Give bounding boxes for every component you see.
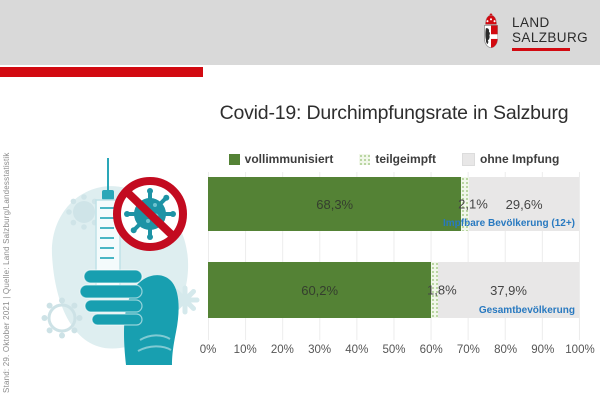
x-tick-label: 50%: [382, 344, 406, 356]
logo-text-line1: LAND: [512, 15, 550, 30]
x-tick-label: 100%: [565, 344, 595, 356]
segment-teilgeimpft: [461, 177, 470, 231]
x-tick-label: 20%: [270, 344, 294, 356]
segment-ohne-impfung: 2,1% 29,6% Impfbare Bevölkerung (12+): [443, 177, 579, 231]
legend-swatch-ohne-impfung-icon: [462, 152, 476, 166]
segment-teilgeimpft: [431, 262, 438, 318]
legend-label: vollimmunisiert: [244, 152, 334, 166]
x-tick-label: 90%: [531, 344, 555, 356]
x-tick-label: 0%: [199, 344, 217, 356]
category-label: Gesamtbevölkerung: [478, 305, 575, 316]
red-accent-bar: [0, 67, 203, 77]
segment-vollimmunisiert: 68,3%: [208, 177, 462, 231]
value-label-ohne-impfung: 29,6%: [505, 196, 543, 212]
x-tick-label: 80%: [494, 344, 518, 356]
logo-text-line2: SALZBURG: [512, 30, 588, 45]
land-salzburg-logo: LAND SALZBURG: [477, 11, 588, 51]
x-tick-label: 10%: [233, 344, 257, 356]
legend-swatch-teilgeimpft-icon: [359, 153, 371, 165]
legend-label: ohne Impfung: [480, 152, 560, 166]
legend-label: teilgeimpft: [375, 152, 437, 166]
plot-area: 68,3% 2,1% 29,6% Impfbare Bevölkerung (1…: [208, 172, 580, 340]
x-tick-label: 30%: [308, 344, 332, 356]
legend-item-ohne-impfung: ohne Impfung: [462, 152, 559, 166]
source-note: Stand: 29. Oktober 2021 | Quelle: Land S…: [2, 152, 11, 393]
bar-gesamtbevoelkerung: 60,2% 1,8% 37,9% Gesamtbevölkerung: [208, 262, 579, 318]
x-tick-label: 70%: [456, 344, 480, 356]
header-band: [0, 0, 600, 65]
legend-item-teilgeimpft: teilgeimpft: [359, 152, 436, 166]
value-label-ohne-impfung: 37,9%: [490, 282, 527, 298]
outline-virus-icon: [41, 297, 83, 339]
vaccination-chart: Covid-19: Durchimpfungsrate in Salzburg …: [200, 100, 595, 360]
value-label-teilgeimpft: 1,8%: [427, 282, 457, 298]
value-label-vollimmunisiert: 60,2%: [301, 282, 339, 298]
legend-swatch-vollimmunisiert-icon: [228, 153, 240, 165]
value-label-teilgeimpft: 2,1%: [458, 196, 488, 212]
chart-legend: vollimmunisiert teilgeimpft ohne Impfung: [208, 151, 580, 167]
segment-vollimmunisiert: 60,2%: [208, 262, 432, 318]
x-tick-label: 40%: [345, 344, 369, 356]
legend-item-vollimmunisiert: vollimmunisiert: [228, 152, 334, 166]
chart-title: Covid-19: Durchimpfungsrate in Salzburg: [219, 102, 569, 124]
logo-red-underline: [512, 48, 571, 51]
no-virus-sign-icon: [113, 177, 187, 251]
vaccination-illustration: [41, 158, 200, 365]
hand-icon: [79, 269, 179, 365]
faint-virus-icon: [66, 194, 102, 230]
value-label-vollimmunisiert: 68,3%: [316, 196, 354, 212]
bar-impfbare-bevoelkerung: 68,3% 2,1% 29,6% Impfbare Bevölkerung (1…: [208, 177, 579, 231]
x-tick-label: 60%: [419, 344, 443, 356]
category-label: Impfbare Bevölkerung (12+): [443, 218, 575, 229]
segment-ohne-impfung: 1,8% 37,9% Gesamtbevölkerung: [427, 262, 579, 318]
salzburg-coat-of-arms-icon: [484, 13, 498, 49]
x-axis: 0% 10% 20% 30% 40% 50% 60% 70% 80% 90% 1…: [200, 344, 595, 360]
